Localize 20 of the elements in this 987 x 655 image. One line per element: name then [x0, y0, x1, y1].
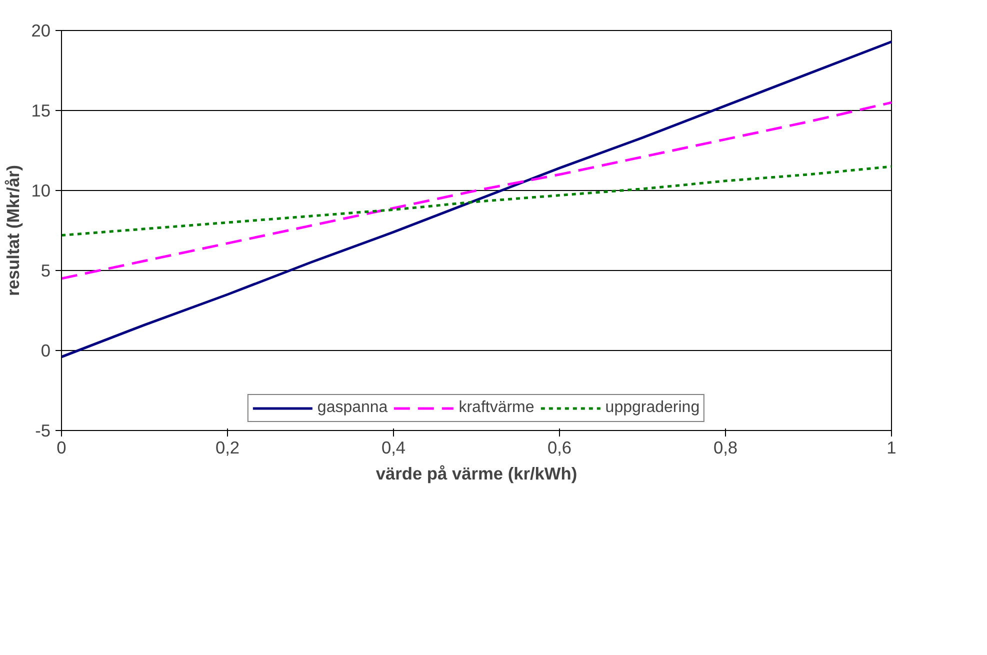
x-axis-title: värde på värme (kr/kWh)	[376, 464, 578, 484]
y-tick-label: 15	[31, 100, 51, 120]
x-tick-label: 0,8	[713, 438, 738, 458]
legend-label: uppgradering	[605, 399, 700, 417]
legend-label: gaspanna	[317, 399, 388, 417]
x-tick-label: 0,4	[381, 438, 406, 458]
y-tick-label: 0	[40, 340, 51, 360]
y-tick-label: -5	[35, 420, 51, 440]
y-tick-label: 5	[40, 260, 51, 280]
line-series	[62, 101, 892, 280]
y-tick-label: 20	[31, 20, 51, 40]
line-series	[62, 40, 892, 358]
x-tick-label: 1	[886, 438, 896, 458]
y-tick-label: 10	[31, 180, 51, 200]
x-tick-label: 0	[56, 438, 66, 458]
legend-label: kraftvärme	[458, 399, 534, 417]
x-tick-label: 0,6	[547, 438, 572, 458]
y-axis-title: resultat (Mkr/år)	[3, 165, 24, 296]
x-tick-label: 0,2	[215, 438, 240, 458]
line-series	[62, 165, 892, 237]
